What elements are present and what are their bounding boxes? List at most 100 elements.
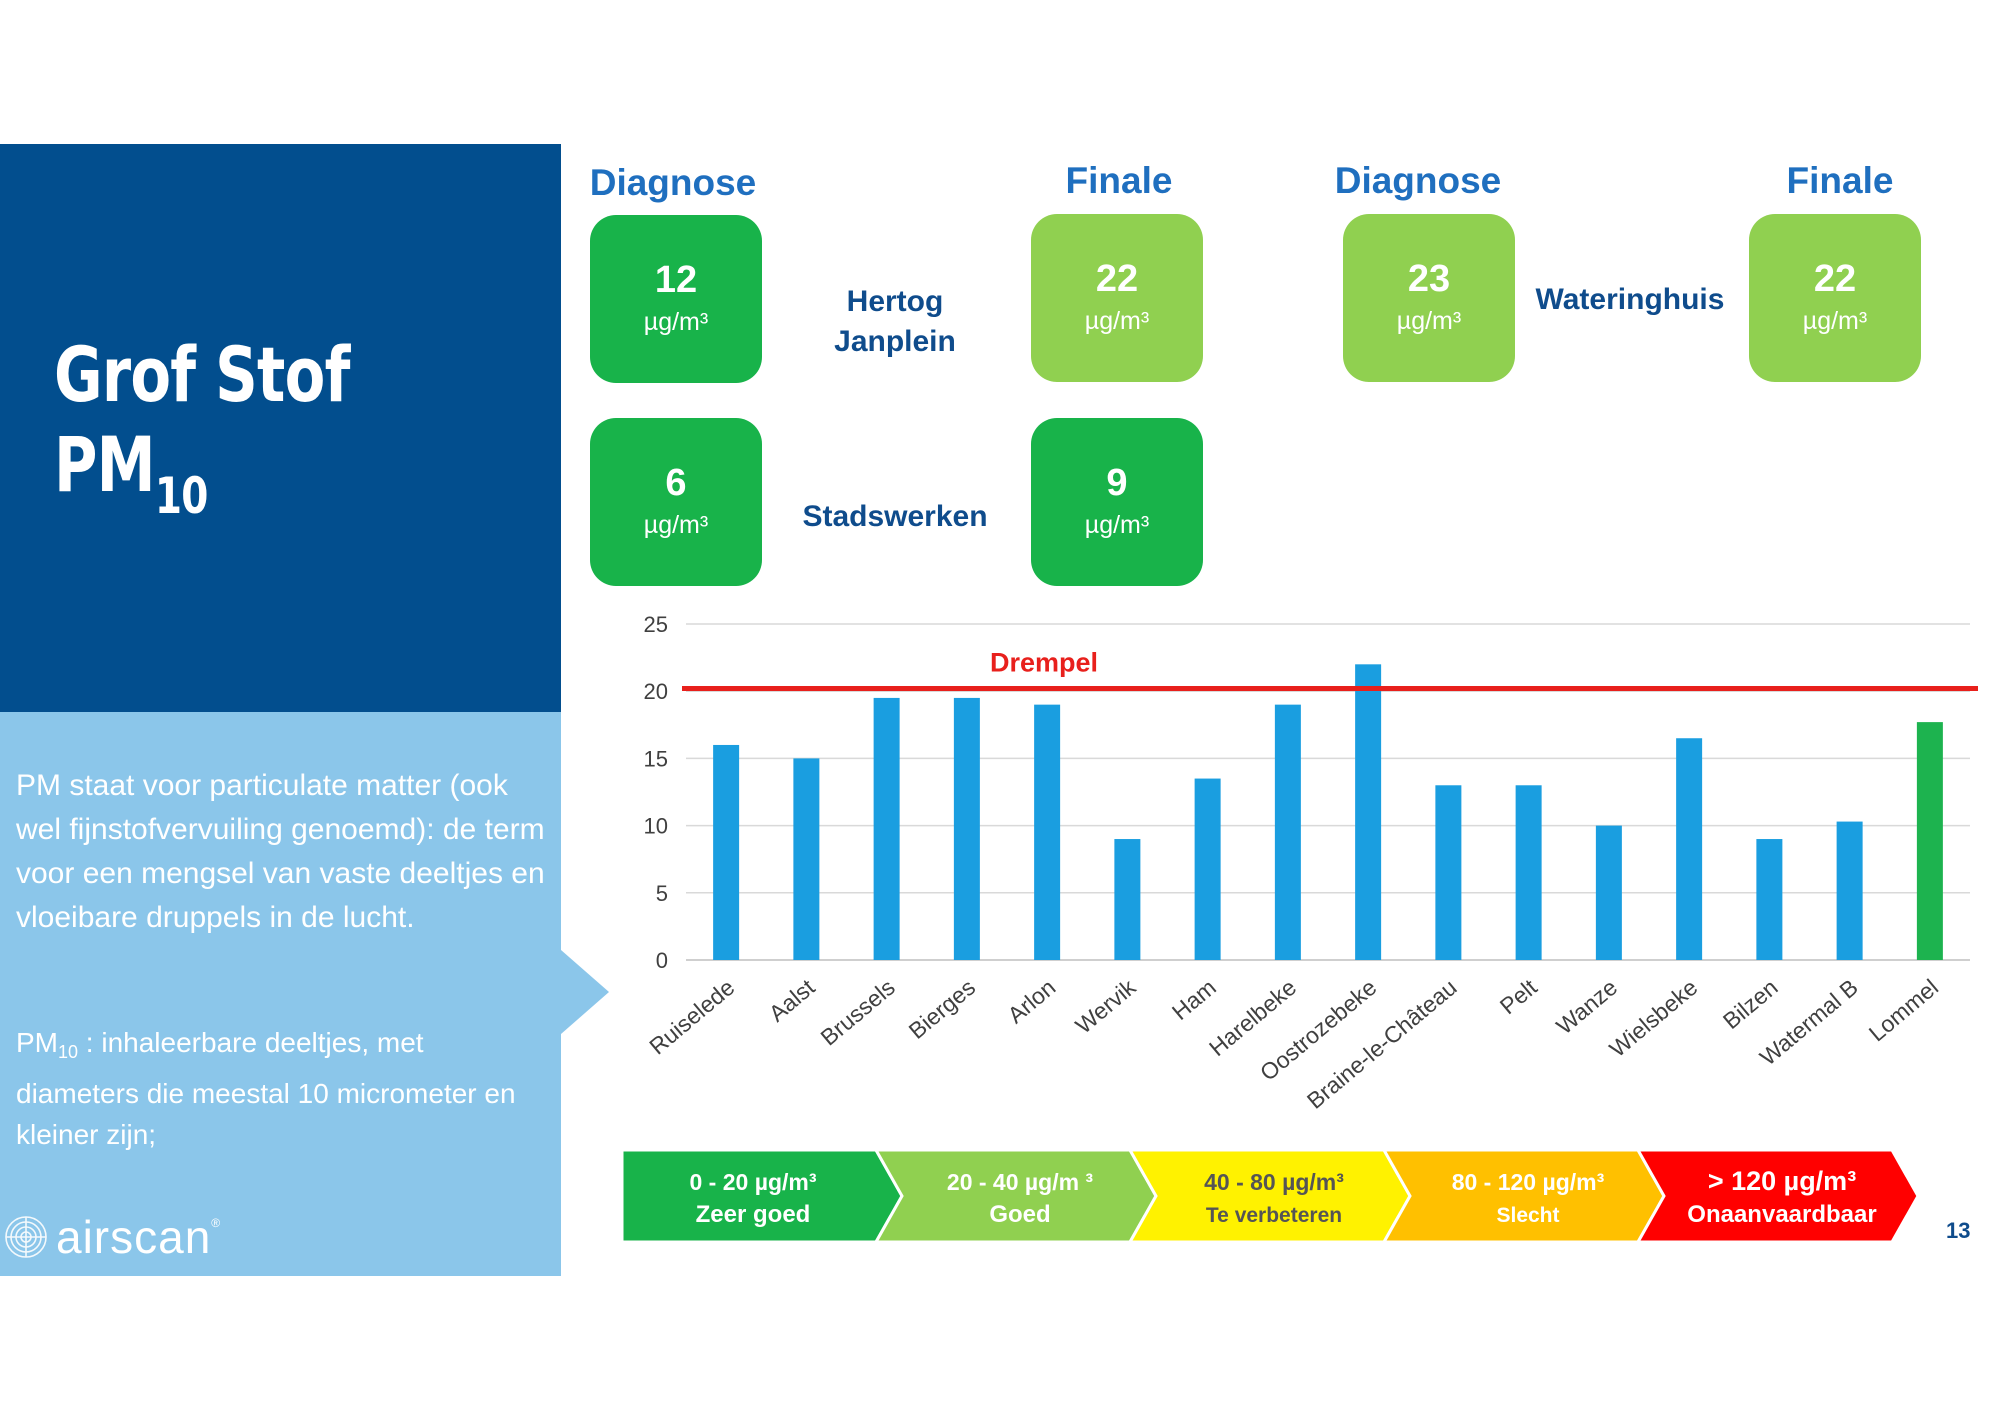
x-tick-label: Aalst (764, 974, 820, 1027)
panel-arrow (561, 950, 609, 1034)
bar (1836, 821, 1863, 960)
location-hertog-janplein: Hertog Janplein (790, 282, 1000, 362)
unit: µg/m³ (1396, 307, 1462, 335)
y-tick-label: 25 (644, 612, 668, 637)
logo-word: airscan (56, 1211, 212, 1263)
x-tick-label: Pelt (1495, 974, 1543, 1020)
title-line1: Grof Stof (54, 330, 350, 419)
unit: µg/m³ (1084, 307, 1150, 335)
bar (713, 744, 740, 960)
value: 9 (1106, 462, 1128, 504)
stadswerken-finale-box: 9 µg/m³ (1031, 418, 1203, 586)
stadswerken-diagnose-box: 6 µg/m³ (590, 418, 762, 586)
airscan-logo: airscan® (0, 1210, 221, 1264)
unit: µg/m³ (643, 308, 709, 336)
bar (1194, 778, 1221, 960)
bar (1756, 839, 1783, 960)
wateringhuis-finale-box: 22 µg/m³ (1749, 214, 1921, 382)
y-tick-label: 15 (644, 746, 668, 771)
description-text: PM staat voor particulate matter (ook we… (16, 769, 545, 934)
scale-label: Slecht (1496, 1204, 1559, 1227)
definition-body: : inhaleerbare deeltjes, met diameters d… (16, 1027, 516, 1150)
scale-range: 20 - 40 µg/m ³ (947, 1169, 1094, 1195)
bar (1595, 825, 1622, 960)
unit: µg/m³ (643, 511, 709, 539)
location-stadswerken: Stadswerken (780, 497, 1010, 537)
title-pm-subscript: 10 (154, 467, 208, 525)
value: 23 (1407, 258, 1451, 300)
bar (793, 758, 820, 960)
value: 22 (1095, 258, 1139, 300)
x-tick-label: Wanze (1551, 974, 1622, 1039)
x-tick-label: Wielsbeke (1604, 974, 1702, 1062)
airscan-logo-text: airscan® (56, 1210, 221, 1264)
x-tick-label: Ham (1167, 974, 1221, 1025)
header-diagnose-2: Diagnose (1334, 160, 1502, 201)
location-line1: Hertog (846, 285, 944, 318)
value: 12 (654, 259, 698, 301)
x-tick-label: Brussels (816, 974, 900, 1051)
scale-label: Goed (989, 1201, 1050, 1228)
bar (1515, 785, 1542, 960)
scale-label: Onaanvaardbaar (1687, 1201, 1876, 1228)
bar (873, 697, 900, 960)
y-tick-label: 5 (656, 881, 668, 906)
unit: µg/m³ (1084, 511, 1150, 539)
title-pm: PM (54, 420, 156, 509)
definition-term: PM (16, 1027, 58, 1058)
bar (1274, 704, 1301, 960)
bar (1355, 664, 1382, 960)
location-line1: Wateringhuis (1535, 283, 1725, 316)
location-line2: Janplein (834, 325, 956, 358)
y-tick-label: 10 (644, 814, 668, 839)
logo-registered-mark: ® (211, 1216, 222, 1230)
unit: µg/m³ (1802, 307, 1868, 335)
bar (953, 697, 980, 960)
definition-text: PM10 : inhaleerbare deeltjes, met diamet… (16, 1022, 546, 1155)
scale-segment (1127, 1150, 1412, 1244)
scale-segment (1635, 1150, 1920, 1244)
bar (1114, 839, 1141, 960)
title-line2: PM10 (54, 420, 350, 541)
x-tick-label: Bierges (904, 974, 980, 1044)
location-wateringhuis: Wateringhuis (1520, 280, 1740, 320)
airscan-logo-icon (5, 1216, 47, 1258)
scale-range: 80 - 120 µg/m³ (1452, 1169, 1605, 1195)
bar (1034, 704, 1061, 960)
x-tick-label: Bilzen (1718, 974, 1783, 1034)
value: 22 (1813, 258, 1857, 300)
bar (1916, 722, 1943, 960)
scale-range: 40 - 80 µg/m³ (1204, 1169, 1344, 1195)
location-line1: Stadswerken (802, 500, 988, 533)
description-panel (0, 712, 561, 1276)
page-title: Grof Stof PM10 (54, 330, 350, 541)
page-number: 13 (1946, 1218, 1971, 1243)
bar (1435, 785, 1462, 960)
scale-segment (873, 1150, 1158, 1244)
hertog-janplein-diagnose-box: 12 µg/m³ (590, 215, 762, 383)
value: 6 (665, 462, 687, 504)
y-tick-label: 0 (656, 948, 668, 973)
scale-range: > 120 µg/m³ (1708, 1166, 1856, 1196)
x-tick-label: Lommel (1864, 974, 1943, 1047)
x-tick-label: Arlon (1002, 974, 1060, 1028)
scale-segment (1381, 1150, 1666, 1244)
x-tick-label: Braine-le-Château (1302, 974, 1462, 1114)
title-panel (0, 144, 561, 712)
scale-segment (622, 1150, 904, 1244)
x-tick-label: Wervik (1070, 974, 1141, 1039)
hertog-janplein-finale-box: 22 µg/m³ (1031, 214, 1203, 382)
definition-term-subscript: 10 (58, 1042, 79, 1062)
wateringhuis-diagnose-box: 23 µg/m³ (1343, 214, 1515, 382)
header-finale-1: Finale (1065, 160, 1173, 201)
quality-scale: 0 - 20 µg/m³ Zeer goed 20 - 40 µg/m ³ Goed 4… (622, 1150, 1920, 1244)
scale-label: Te verbeteren (1206, 1204, 1342, 1227)
scale-label: Zeer goed (696, 1201, 811, 1228)
header-diagnose-1: Diagnose (589, 162, 757, 203)
x-tick-label: Ruiselede (644, 974, 739, 1060)
threshold-label: Drempel (990, 648, 1098, 678)
scale-range: 0 - 20 µg/m³ (689, 1169, 816, 1195)
y-tick-label: 20 (644, 679, 668, 704)
